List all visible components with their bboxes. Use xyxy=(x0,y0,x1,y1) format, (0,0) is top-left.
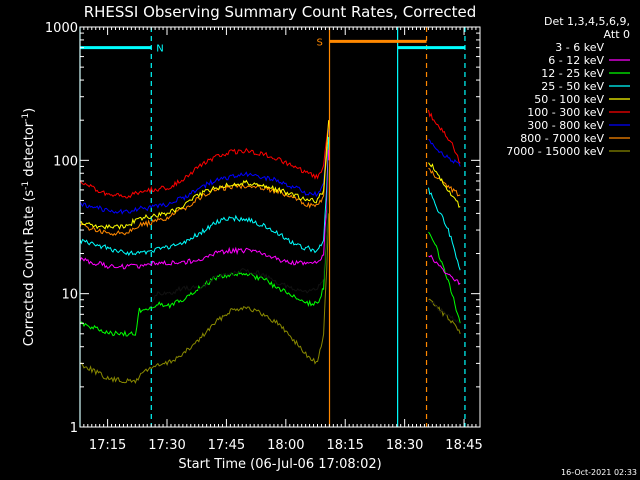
legend-label-6: 300 - 800 keV xyxy=(527,119,604,132)
legend-label-2: 12 - 25 keV xyxy=(541,67,604,80)
x-tick-label-5: 18:30 xyxy=(386,438,423,453)
x-tick-label-4: 18:15 xyxy=(326,438,363,453)
legend-label-4: 50 - 100 keV xyxy=(534,93,604,106)
legend-header-0: Det 1,3,4,5,6,9, xyxy=(544,15,630,28)
legend-label-5: 100 - 300 keV xyxy=(527,106,604,119)
x-tick-label-0: 17:15 xyxy=(89,438,126,453)
annotation-lines xyxy=(79,27,466,427)
series-line-0 xyxy=(150,160,461,324)
y-label-sup1: -1 xyxy=(21,181,31,190)
legend-label-3: 25 - 50 keV xyxy=(541,80,604,93)
legend-label-7: 800 - 7000 keV xyxy=(520,132,604,145)
series-line-5 xyxy=(79,109,461,199)
x-tick-label-2: 17:45 xyxy=(208,438,245,453)
x-tick-label-3: 18:00 xyxy=(267,438,304,453)
legend-header-1: Att 0 xyxy=(604,28,630,41)
interval-bars: NS xyxy=(80,37,465,55)
y-label-mid: detector xyxy=(22,121,37,181)
interval-label-2: S xyxy=(317,37,323,48)
y-label-suffix: ) xyxy=(22,108,37,113)
series-line-3 xyxy=(79,136,461,271)
y-tick-label-3: 1000 xyxy=(45,21,78,36)
legend-label-1: 6 - 12 keV xyxy=(548,54,604,67)
series-line-1 xyxy=(79,149,461,286)
x-tick-label-6: 18:45 xyxy=(445,438,482,453)
y-tick-label-0: 1 xyxy=(70,421,78,436)
series-layer xyxy=(79,109,461,385)
plot-frame xyxy=(79,26,481,428)
y-axis-label: Corrected Count Rate (s-1 detector-1) xyxy=(21,108,37,346)
series-line-4 xyxy=(79,120,461,230)
series-line-6 xyxy=(79,129,461,215)
interval-label-0: N xyxy=(156,44,163,55)
axes: 17:15 17:30 17:45 18:00 18:15 18:30 18:45 1 10 10… xyxy=(45,21,483,453)
series-line-8 xyxy=(79,213,461,385)
x-tick-label-1: 17:30 xyxy=(148,438,185,453)
y-tick-label-1: 10 xyxy=(61,288,78,303)
y-label-prefix: Corrected Count Rate (s xyxy=(22,190,37,347)
chart-title: RHESSI Observing Summary Count Rates, Co… xyxy=(84,3,477,21)
y-label-sup2: -1 xyxy=(21,113,31,122)
series-line-7 xyxy=(79,136,461,237)
footer-timestamp: 16-Oct-2021 02:33 xyxy=(561,468,637,477)
y-tick-label-2: 100 xyxy=(53,154,78,169)
legend-label-8: 7000 - 15000 keV xyxy=(506,145,604,158)
legend-label-0: 3 - 6 keV xyxy=(555,41,604,54)
x-axis-label: Start Time (06-Jul-06 17:08:02) xyxy=(178,457,381,472)
